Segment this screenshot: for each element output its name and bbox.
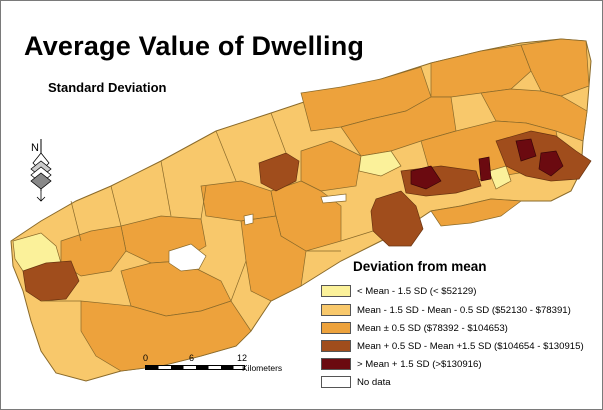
legend-label: Mean ± 0.5 SD ($78392 - $104653) — [357, 322, 508, 334]
scale-tick-0: 0 — [143, 353, 149, 363]
legend-label: > Mean + 1.5 SD (>$130916) — [357, 358, 482, 370]
legend-item-mid: Mean ± 0.5 SD ($78392 - $104653) — [321, 321, 508, 335]
scale-tick-12: 12 — [237, 353, 248, 363]
region-mid-15 — [430, 198, 522, 227]
legend-label: < Mean - 1.5 SD (< $52129) — [357, 285, 477, 297]
region-highest-4 — [538, 150, 564, 177]
boundary-lines — [41, 112, 374, 302]
legend-swatch — [321, 358, 351, 370]
legend-item-lowest: < Mean - 1.5 SD (< $52129) — [321, 284, 476, 298]
legend-swatch — [321, 376, 351, 388]
legend-title: Deviation from mean — [353, 259, 487, 274]
region-highest-1 — [410, 165, 442, 190]
region-mid-3 — [520, 38, 590, 97]
region-mid-11 — [240, 215, 307, 302]
region-nodata-2 — [243, 213, 254, 226]
region-highest-3 — [515, 138, 537, 162]
region-lowest-3 — [488, 165, 512, 190]
region-high-5 — [22, 260, 80, 302]
scale-bar: 0 6 12 Kilometers — [139, 353, 299, 377]
scale-tick-6: 6 — [189, 353, 195, 363]
region-nodata-1 — [168, 243, 207, 272]
region-mid-12 — [80, 300, 252, 372]
legend-item-nodata: No data — [321, 375, 391, 389]
legend-label: No data — [357, 376, 391, 388]
map-title: Average Value of Dwelling — [24, 31, 365, 61]
legend-item-low: Mean - 1.5 SD - Mean - 0.5 SD ($52130 - … — [321, 303, 571, 317]
region-nodata-3 — [320, 193, 347, 204]
north-label: N — [31, 142, 39, 154]
legend-swatch — [321, 285, 351, 297]
legend-label: Mean - 1.5 SD - Mean - 0.5 SD ($52130 - … — [357, 304, 571, 316]
legend-label: Mean + 0.5 SD - Mean +1.5 SD ($104654 - … — [357, 340, 584, 352]
north-arrow-icon: N — [21, 131, 71, 211]
scale-bar-graphic — [145, 365, 245, 370]
region-high-2 — [370, 190, 424, 247]
region-highest-2 — [478, 156, 492, 182]
legend-item-highest: > Mean + 1.5 SD (>$130916) — [321, 357, 482, 371]
legend-swatch — [321, 304, 351, 316]
region-lowest-2 — [358, 150, 402, 177]
legend-swatch — [321, 322, 351, 334]
legend-swatch — [321, 340, 351, 352]
map-subtitle: Standard Deviation — [48, 80, 167, 95]
scale-unit: Kilometers — [242, 363, 283, 373]
legend-item-high: Mean + 0.5 SD - Mean +1.5 SD ($104654 - … — [321, 339, 584, 353]
